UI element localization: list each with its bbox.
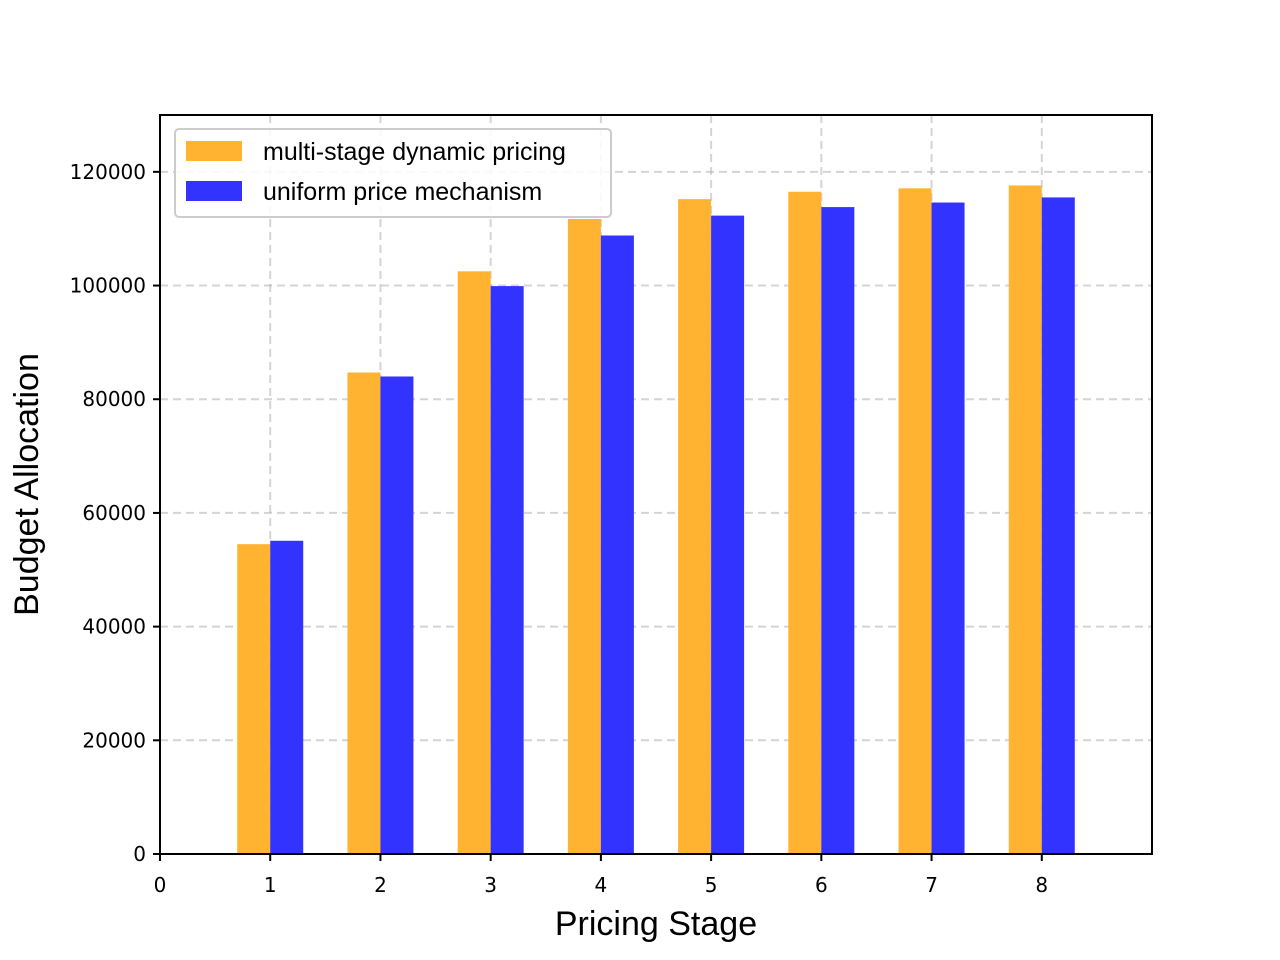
bar-dynamic-stage-8	[1008, 185, 1042, 854]
x-tick-label: 4	[595, 873, 608, 897]
bar-uniform-stage-1	[270, 540, 304, 854]
y-tick-label: 0	[133, 842, 146, 866]
grid	[160, 115, 1152, 854]
x-tick-label: 7	[925, 873, 938, 897]
plot-frame	[159, 114, 1153, 855]
bar-uniform-stage-4	[600, 235, 634, 854]
y-tick-label: 120000	[70, 160, 146, 184]
y-axis-label: Budget Allocation	[8, 353, 46, 616]
bar-dynamic-stage-3	[457, 271, 491, 855]
legend-label: uniform price mechanism	[263, 178, 542, 206]
bar-uniform-stage-5	[711, 215, 745, 855]
bar-uniform-stage-6	[821, 207, 855, 855]
x-tick-label: 5	[705, 873, 718, 897]
bar-uniform-stage-8	[1041, 197, 1075, 854]
x-tick-label: 2	[374, 873, 387, 897]
bars	[237, 185, 1075, 855]
x-tick-label: 6	[815, 873, 828, 897]
y-tick-label: 20000	[82, 728, 146, 752]
y-tick-label: 80000	[82, 387, 146, 411]
legend-label: multi-stage dynamic pricing	[263, 138, 566, 166]
legend-box	[174, 128, 612, 218]
x-tick-label: 8	[1035, 873, 1048, 897]
legend-swatch	[186, 181, 242, 201]
bar-uniform-stage-3	[490, 286, 524, 854]
x-tick-label: 0	[154, 873, 167, 897]
x-axis-ticks: 0 1 2 3 4 5 6 7 8	[154, 854, 1048, 897]
legend-swatch	[186, 141, 242, 161]
bar-dynamic-stage-7	[898, 188, 932, 854]
bar-dynamic-stage-4	[567, 219, 601, 855]
x-axis-label: Pricing Stage	[555, 905, 757, 943]
bar-dynamic-stage-1	[237, 544, 271, 854]
bar-uniform-stage-7	[931, 202, 965, 854]
x-tick-label: 3	[484, 873, 497, 897]
bar-uniform-stage-2	[380, 376, 414, 854]
y-tick-label: 100000	[70, 274, 146, 298]
legend: multi-stage dynamic pricing uniform price…	[174, 128, 612, 218]
x-tick-label: 1	[264, 873, 277, 897]
bar-dynamic-stage-5	[678, 199, 712, 854]
y-tick-label: 40000	[82, 615, 146, 639]
bar-dynamic-stage-2	[347, 372, 381, 854]
bar-dynamic-stage-6	[788, 191, 822, 854]
y-axis-ticks: 0 20000 40000 60000 80000 100000 120000	[70, 160, 160, 866]
y-tick-label: 60000	[82, 501, 146, 525]
